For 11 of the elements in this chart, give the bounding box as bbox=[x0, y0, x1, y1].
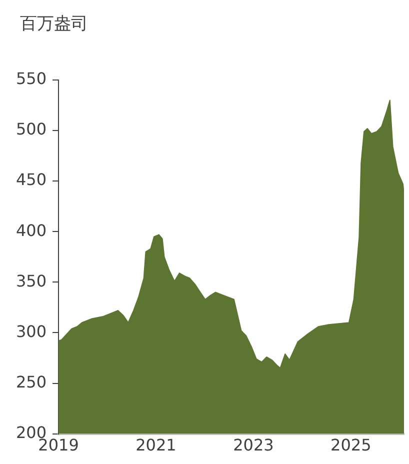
y-tick-label: 400 bbox=[16, 220, 47, 240]
y-tick-label: 450 bbox=[16, 170, 47, 190]
y-tick-label: 300 bbox=[16, 322, 47, 341]
y-tick-label: 500 bbox=[16, 120, 47, 139]
y-tick-label: 550 bbox=[16, 69, 47, 88]
y-tick-label: 250 bbox=[16, 372, 47, 392]
x-tick-label: 2023 bbox=[233, 436, 274, 455]
x-tick-label: 2025 bbox=[330, 436, 372, 455]
x-tick-label: 2021 bbox=[136, 436, 176, 455]
y-axis-title: 百万盎司 bbox=[20, 13, 88, 35]
y-tick-label: 350 bbox=[16, 271, 47, 290]
